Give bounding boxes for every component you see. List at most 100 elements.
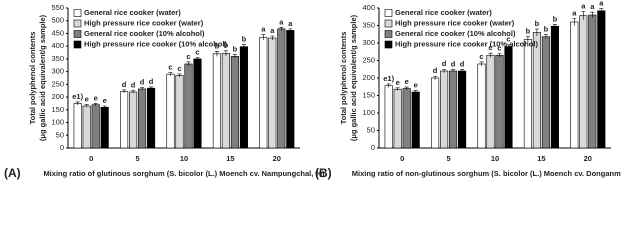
y-axis-title: (μg gallic acid equivalent/g sample) <box>38 14 47 141</box>
bar <box>193 58 202 149</box>
bar <box>239 46 248 149</box>
significance-letter: a <box>270 26 275 35</box>
y-tick-label: 300 <box>362 38 375 47</box>
significance-letter: d <box>131 81 136 90</box>
bar <box>175 75 184 149</box>
error-bar <box>543 34 548 39</box>
legend-swatch <box>384 9 393 17</box>
legend-swatch <box>73 30 82 38</box>
significance-letter: c <box>186 52 190 61</box>
bar <box>550 25 559 149</box>
y-tick-label: 550 <box>51 3 64 12</box>
error-bar <box>223 50 228 56</box>
significance-letter: a <box>288 19 293 28</box>
y-tick-label: 200 <box>362 73 375 82</box>
legend-label: High pressure rice cooker (water) <box>84 18 204 27</box>
significance-letter: b <box>553 14 558 23</box>
legend-label: High pressure rice cooker (10% alcohol) <box>84 39 227 48</box>
bar <box>147 87 156 149</box>
panel-label: (A) <box>4 166 21 180</box>
error-bar <box>279 27 284 31</box>
bar <box>393 88 402 149</box>
y-tick-label: 300 <box>51 67 64 76</box>
error-bar <box>140 87 145 91</box>
significance-letter: c <box>168 63 172 72</box>
bar <box>100 106 109 149</box>
x-tick-label: 10 <box>491 154 499 163</box>
y-tick-label: 50 <box>56 130 64 139</box>
significance-letter: c <box>195 47 199 56</box>
bar <box>286 30 295 149</box>
significance-letter: a <box>572 8 577 17</box>
panel-label: (B) <box>315 166 332 180</box>
significance-letter: e <box>85 95 89 104</box>
y-tick-label: 150 <box>362 90 375 99</box>
bar <box>504 46 513 149</box>
error-bar <box>590 11 595 18</box>
y-tick-label: 0 <box>60 143 64 152</box>
bar <box>384 85 393 149</box>
error-bar <box>442 68 447 73</box>
significance-letter: d <box>122 80 127 89</box>
x-tick-label: 0 <box>89 154 93 163</box>
significance-letter: b <box>224 41 229 50</box>
error-bar <box>404 86 409 90</box>
bar <box>166 73 175 149</box>
bar <box>570 21 579 149</box>
y-tick-label: 100 <box>362 108 375 117</box>
significance-letter: d <box>442 59 447 68</box>
bar <box>82 105 91 149</box>
bar <box>402 88 411 149</box>
significance-letter: d <box>140 78 145 87</box>
y-tick-label: 150 <box>51 105 64 114</box>
bar <box>411 91 420 149</box>
significance-letter: a <box>581 1 586 10</box>
legend-swatch <box>73 40 82 49</box>
bar <box>486 54 495 149</box>
bar <box>541 36 550 149</box>
bar <box>277 28 286 149</box>
error-bar <box>241 44 246 49</box>
bar <box>588 14 597 149</box>
bar <box>73 103 82 149</box>
y-tick-label: 350 <box>362 20 375 29</box>
significance-letter: d <box>460 60 465 69</box>
bar <box>129 91 138 149</box>
error-bar <box>413 90 418 94</box>
bar <box>184 63 193 149</box>
error-bar <box>572 18 577 26</box>
error-bar <box>451 69 456 73</box>
y-tick-label: 500 <box>51 16 64 25</box>
bar <box>91 104 100 149</box>
x-tick-label: 15 <box>537 154 545 163</box>
error-bar <box>214 50 219 57</box>
significance-letter: b <box>233 44 238 53</box>
y-tick-label: 0 <box>371 143 375 152</box>
x-axis-title: Mixing ratio of glutinous sorghum (S. bi… <box>43 169 325 178</box>
legend-label: High pressure rice cooker (water) <box>395 18 515 27</box>
significance-letter: b <box>544 25 549 34</box>
bar <box>440 70 449 149</box>
error-bar <box>581 11 586 20</box>
y-tick-label: 250 <box>51 79 64 88</box>
bar <box>221 53 230 149</box>
bar <box>212 53 221 149</box>
x-tick-label: 20 <box>584 154 592 163</box>
bar <box>431 77 440 149</box>
bar <box>138 88 147 149</box>
error-bar <box>497 53 502 57</box>
error-bar <box>75 101 80 105</box>
error-bar <box>232 54 237 59</box>
significance-letter: c <box>488 43 492 52</box>
significance-letter: e <box>414 81 418 90</box>
x-axis-title: Mixing ratio of non-glutinous sorghum (S… <box>352 169 621 178</box>
significance-letter: a <box>261 25 266 34</box>
significance-letter: b <box>242 35 247 44</box>
legend-swatch <box>384 30 393 38</box>
error-bar <box>534 28 539 36</box>
error-bar <box>395 87 400 91</box>
y-axis-title: Total polyphenol contents <box>28 32 37 125</box>
error-bar <box>460 69 465 73</box>
significance-letter: e <box>103 96 107 105</box>
bar <box>259 36 268 149</box>
